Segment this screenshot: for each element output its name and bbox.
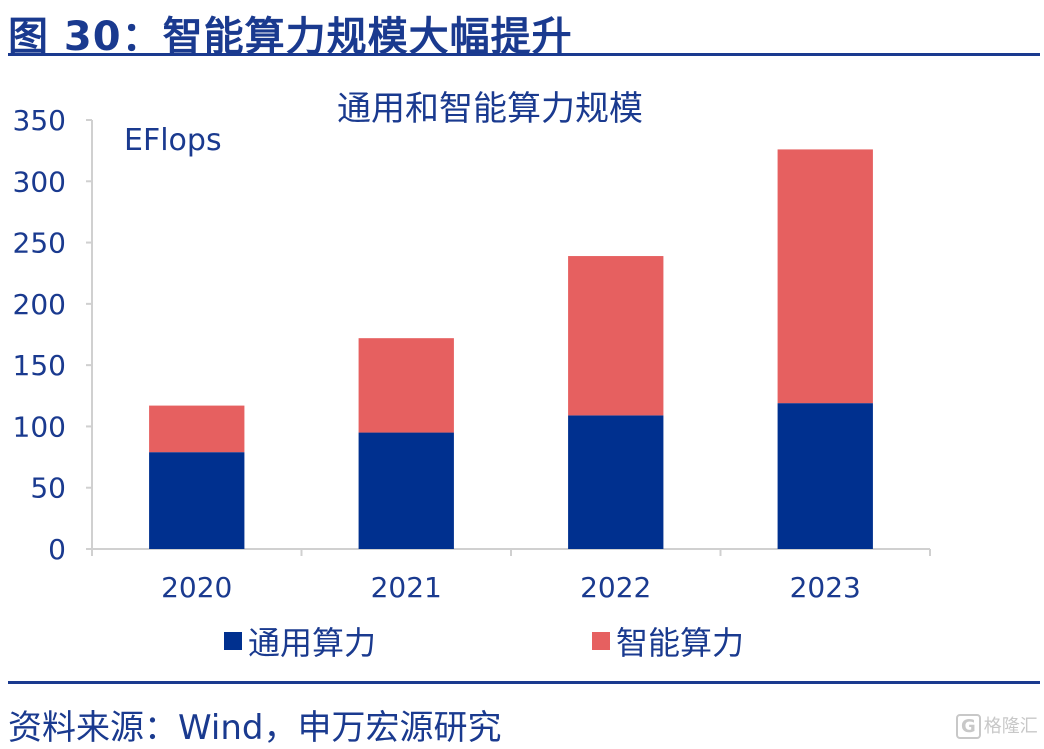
y-tick-label: 100 xyxy=(13,410,66,443)
bar-intelligent-2020 xyxy=(149,405,245,453)
source-note: 资料来源：Wind，申万宏源研究 xyxy=(8,708,502,748)
x-tick-label: 2020 xyxy=(161,571,232,604)
legend-swatch xyxy=(224,632,242,650)
top-rule xyxy=(8,53,1040,56)
bar-intelligent-2022 xyxy=(568,256,664,416)
y-tick-label: 250 xyxy=(13,227,66,260)
bottom-rule xyxy=(8,681,1040,684)
legend-swatch xyxy=(592,632,610,650)
bar-general-2023 xyxy=(777,403,873,549)
y-tick-label: 200 xyxy=(13,288,66,321)
x-axis: 2020 2021 2022 2023 xyxy=(91,548,931,604)
legend-label: 智能算力 xyxy=(616,624,744,662)
bar-intelligent-2023 xyxy=(777,149,873,404)
watermark-logo-icon: G xyxy=(956,714,981,739)
watermark: G 格隆汇 xyxy=(956,712,1038,739)
chart-title: 通用和智能算力规模 xyxy=(337,89,643,129)
x-tick-label: 2022 xyxy=(580,571,651,604)
y-tick-label: 300 xyxy=(13,165,66,198)
y-tick-label: 50 xyxy=(30,472,66,505)
bars xyxy=(149,149,873,549)
y-tick-label: 150 xyxy=(13,349,66,382)
legend: 通用算力 智能算力 xyxy=(224,624,744,662)
bar-general-2021 xyxy=(358,432,454,549)
bar-general-2020 xyxy=(149,452,245,549)
stacked-bar-chart: 通用和智能算力规模 EFlops 0 50 100 150 200 250 300 350 2… xyxy=(13,89,931,662)
unit-label: EFlops xyxy=(124,123,222,158)
y-axis: 0 50 100 150 200 250 300 350 xyxy=(13,104,93,566)
y-tick-label: 350 xyxy=(13,104,66,137)
figure-title: 图 30：智能算力规模大幅提升 xyxy=(8,14,573,60)
x-tick-label: 2021 xyxy=(371,571,442,604)
legend-label: 通用算力 xyxy=(248,624,376,662)
bar-intelligent-2021 xyxy=(358,338,454,433)
watermark-text: 格隆汇 xyxy=(983,716,1038,737)
x-tick-label: 2023 xyxy=(790,571,861,604)
bar-general-2022 xyxy=(568,415,664,549)
y-tick-label: 0 xyxy=(48,533,66,566)
